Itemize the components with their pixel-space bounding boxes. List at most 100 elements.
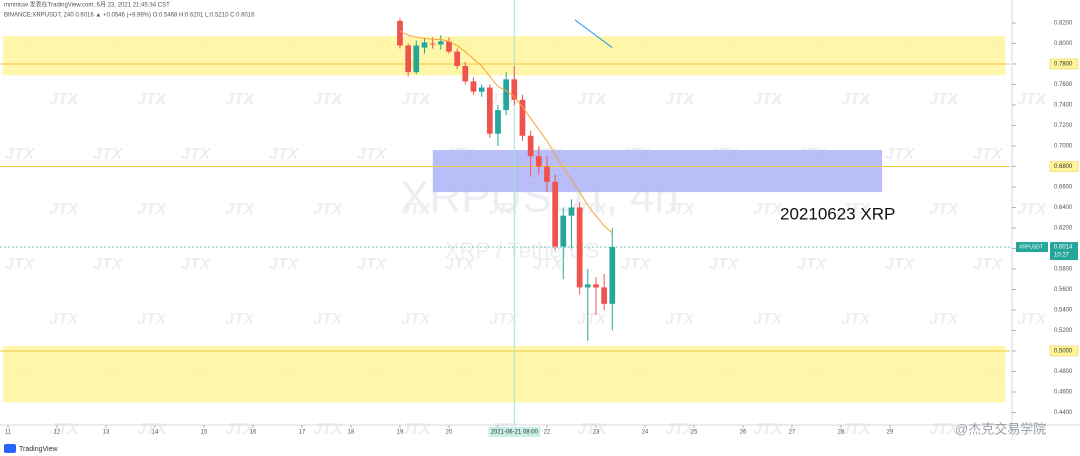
logo-watermark: JTX — [313, 421, 344, 438]
candle-body — [470, 81, 477, 92]
candle-body — [576, 207, 583, 288]
logo-watermark: JTX — [137, 201, 168, 218]
candle-body — [437, 41, 444, 45]
x-tick-label: 29 — [887, 430, 894, 436]
y-tick-label: 0.4600 — [1054, 390, 1073, 396]
logo-watermark: JTX — [709, 256, 740, 273]
logo-watermark: JTX — [225, 91, 256, 108]
logo-watermark: JTX — [885, 146, 916, 163]
y-tick-label: 0.6200 — [1054, 226, 1073, 232]
candle-body — [421, 42, 428, 48]
header-symbol: BINANCE:XRPUSDT, 240 0.6016 ▲ +0.0546 (+… — [4, 13, 255, 19]
y-tick-label: 0.4800 — [1054, 369, 1073, 375]
x-tick-label: 20 — [446, 430, 453, 436]
logo-watermark: JTX — [489, 201, 520, 218]
symbol-tag — [1016, 242, 1048, 253]
candle-body — [495, 110, 501, 134]
candle-body — [527, 135, 534, 157]
x-tick-label: 23 — [593, 430, 600, 436]
candle-body — [511, 79, 518, 100]
logo-watermark: JTX — [401, 91, 432, 108]
logo-watermark: JTX — [929, 311, 960, 328]
x-tick-label: 17 — [299, 430, 306, 436]
candle-body — [519, 99, 526, 136]
logo-watermark: JTX — [225, 311, 256, 328]
logo-watermark: JTX — [401, 311, 432, 328]
candle-body — [593, 284, 599, 288]
logo-watermark: JTX — [577, 201, 608, 218]
logo-watermark: JTX — [797, 256, 828, 273]
candle-body — [397, 20, 403, 46]
price-label: 0.6014 — [1054, 245, 1073, 251]
y-tick-label: 0.5200 — [1054, 328, 1073, 334]
logo-watermark: JTX — [753, 311, 784, 328]
countdown: 10:27 — [1054, 253, 1070, 259]
logo-watermark: JTX — [401, 201, 432, 218]
logo-watermark: JTX — [753, 201, 784, 218]
logo-watermark: JTX — [137, 91, 168, 108]
logo-watermark: JTX — [269, 256, 300, 273]
candle-body — [503, 79, 510, 111]
logo-watermark: JTX — [665, 311, 696, 328]
y-tick-label: 0.6400 — [1054, 205, 1073, 211]
logo-watermark: JTX — [665, 201, 696, 218]
brand: TradingView — [19, 446, 58, 453]
logo-watermark: JTX — [137, 311, 168, 328]
logo-watermark: JTX — [841, 421, 872, 438]
y-tick-label: 0.4400 — [1054, 410, 1073, 416]
moving-average — [399, 30, 613, 234]
candle-body — [560, 215, 567, 247]
logo-watermark: JTX — [225, 201, 256, 218]
symbol-tag-label: XRPUSDT — [1019, 244, 1043, 250]
y-tick-label: 0.5800 — [1054, 267, 1073, 273]
zone — [432, 150, 883, 193]
y-tick-label: 0.8000 — [1054, 41, 1073, 47]
candle-body — [584, 284, 591, 288]
x-tick-label: 15 — [201, 430, 208, 436]
logo-watermark: JTX — [577, 311, 608, 328]
y-tick-label: 0.5400 — [1054, 308, 1073, 314]
level-label: 0.6800 — [1054, 164, 1073, 170]
x-tick-label: 22 — [544, 430, 551, 436]
x-tick-label: 12 — [54, 430, 61, 436]
x-tick-label: 19 — [397, 430, 404, 436]
logo-watermark: JTX — [621, 256, 652, 273]
logo-watermark: JTX — [841, 201, 872, 218]
logo-watermark: JTX — [1017, 91, 1048, 108]
candle-body — [552, 181, 559, 247]
y-tick-label: 0.6600 — [1054, 185, 1073, 191]
logo-watermark: JTX — [313, 311, 344, 328]
level-tag — [1049, 161, 1079, 172]
logo-watermark: JTX — [973, 256, 1004, 273]
logo-watermark: JTX — [665, 91, 696, 108]
logo-watermark: JTX — [5, 256, 36, 273]
logo-watermark: JTX — [929, 91, 960, 108]
level-tag — [1049, 58, 1079, 70]
logo-watermark: JTX — [269, 146, 300, 163]
logo-watermark: JTX — [93, 256, 124, 273]
x-tick-label: 26 — [740, 430, 747, 436]
x-tick-label: 18 — [348, 430, 355, 436]
level-label: 0.7800 — [1054, 62, 1073, 68]
logo-watermark: JTX — [753, 91, 784, 108]
y-tick-label: 0.7000 — [1054, 144, 1073, 150]
y-tick-label: 0.5600 — [1054, 287, 1073, 293]
crosshair-label: 2021-06-21 08:00 — [491, 430, 539, 436]
candle-body — [486, 87, 493, 134]
candle-body — [568, 207, 575, 216]
y-tick-label: 0.7200 — [1054, 123, 1073, 129]
y-tick-label: 0.7400 — [1054, 103, 1073, 109]
logo-watermark: JTX — [313, 201, 344, 218]
moving-average — [574, 19, 613, 48]
y-tick-label: 0.7600 — [1054, 82, 1073, 88]
header-author: mmmiuw 发表在TradingView.com, 6月 23, 2021 2… — [4, 1, 170, 9]
zone — [3, 345, 1006, 403]
logo-watermark: JTX — [973, 146, 1004, 163]
logo-watermark: JTX — [1017, 201, 1048, 218]
candle-body — [413, 45, 420, 73]
candle-body — [454, 51, 461, 67]
logo-watermark: JTX — [181, 146, 212, 163]
logo-watermark: JTX — [533, 256, 564, 273]
logo-watermark: JTX — [841, 311, 872, 328]
x-tick-label: 27 — [789, 430, 796, 436]
